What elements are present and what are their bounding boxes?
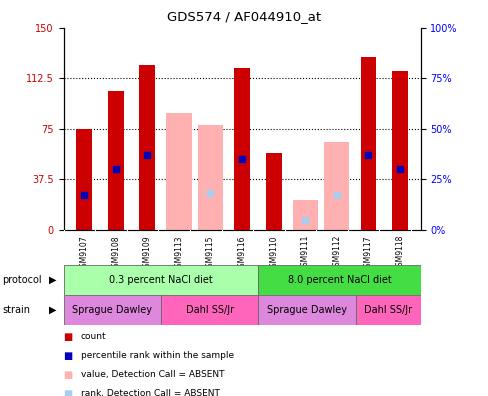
Point: [112, 166, 120, 172]
Bar: [324, 142, 349, 230]
Text: GSM9111: GSM9111: [300, 235, 309, 271]
Text: GSM9116: GSM9116: [237, 235, 246, 272]
Text: value, Detection Call = ABSENT: value, Detection Call = ABSENT: [81, 370, 224, 379]
Text: count: count: [81, 332, 106, 341]
Text: GSM9113: GSM9113: [174, 235, 183, 272]
Text: ■: ■: [63, 350, 73, 361]
Text: ▶: ▶: [49, 275, 56, 285]
Point: [332, 192, 340, 198]
Point: [206, 190, 214, 196]
Bar: [360, 57, 376, 230]
Text: ■: ■: [63, 331, 73, 342]
Text: GSM9115: GSM9115: [205, 235, 215, 272]
Text: GDS574 / AF044910_at: GDS574 / AF044910_at: [167, 10, 321, 23]
Text: GSM9118: GSM9118: [395, 235, 404, 271]
Text: GSM9117: GSM9117: [363, 235, 372, 272]
Text: strain: strain: [2, 305, 30, 315]
Text: rank, Detection Call = ABSENT: rank, Detection Call = ABSENT: [81, 389, 219, 396]
Bar: [139, 65, 155, 230]
Text: GSM9107: GSM9107: [80, 235, 88, 272]
Bar: [258, 265, 420, 295]
Bar: [63, 295, 161, 325]
Bar: [234, 68, 249, 230]
Text: GSM9109: GSM9109: [142, 235, 151, 272]
Bar: [76, 129, 92, 230]
Point: [238, 156, 245, 162]
Text: GSM9110: GSM9110: [268, 235, 278, 272]
Text: ■: ■: [63, 369, 73, 380]
Bar: [63, 265, 258, 295]
Bar: [107, 91, 123, 230]
Point: [80, 192, 88, 198]
Bar: [292, 200, 317, 230]
Point: [143, 152, 151, 158]
Text: GSM9112: GSM9112: [332, 235, 341, 271]
Bar: [265, 153, 281, 230]
Text: Sprague Dawley: Sprague Dawley: [72, 305, 152, 315]
Bar: [166, 112, 191, 230]
Point: [364, 152, 371, 158]
Bar: [258, 295, 355, 325]
Text: Sprague Dawley: Sprague Dawley: [266, 305, 346, 315]
Text: 8.0 percent NaCl diet: 8.0 percent NaCl diet: [287, 275, 390, 285]
Text: ▶: ▶: [49, 305, 56, 315]
Text: Dahl SS/Jr: Dahl SS/Jr: [185, 305, 233, 315]
Point: [395, 166, 403, 172]
Bar: [391, 71, 407, 230]
Bar: [198, 125, 223, 230]
Text: GSM9108: GSM9108: [111, 235, 120, 272]
Text: protocol: protocol: [2, 275, 42, 285]
Bar: [355, 295, 420, 325]
Text: Dahl SS/Jr: Dahl SS/Jr: [363, 305, 411, 315]
Point: [301, 216, 308, 223]
Bar: [161, 295, 258, 325]
Text: ■: ■: [63, 388, 73, 396]
Text: 0.3 percent NaCl diet: 0.3 percent NaCl diet: [109, 275, 212, 285]
Text: percentile rank within the sample: percentile rank within the sample: [81, 351, 233, 360]
